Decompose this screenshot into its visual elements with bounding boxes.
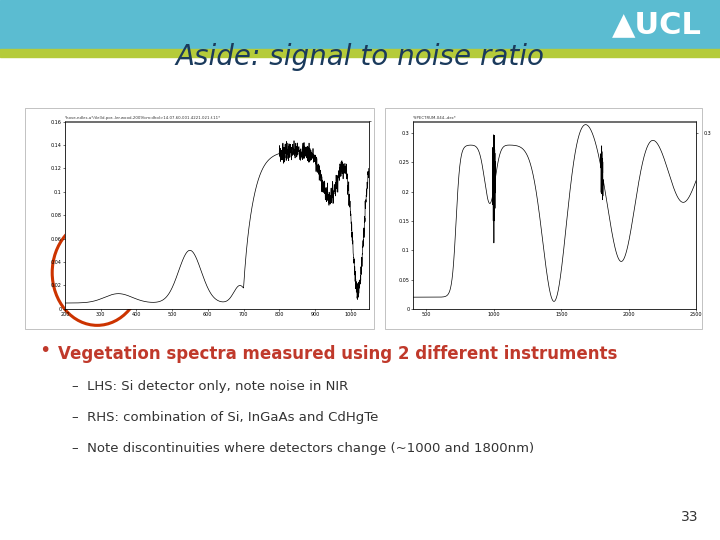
Text: Vegetation spectra measured using 2 different instruments: Vegetation spectra measured using 2 diff… bbox=[58, 345, 617, 363]
FancyBboxPatch shape bbox=[385, 108, 702, 329]
Text: •: • bbox=[40, 341, 51, 361]
Bar bbox=[0, 49, 720, 57]
Text: *SPECTRUM-044-,dec*: *SPECTRUM-044-,dec* bbox=[413, 117, 456, 120]
Text: –  Note discontinuities where detectors change (~1000 and 1800nm): – Note discontinuities where detectors c… bbox=[72, 442, 534, 455]
Text: *hove-ndles-a*/tle3d.por--ler.wood-2009/cm:dhol>14.07.60-001.4221.021.f.11*: *hove-ndles-a*/tle3d.por--ler.wood-2009/… bbox=[65, 117, 221, 120]
Text: ▲UCL: ▲UCL bbox=[612, 10, 702, 39]
Bar bbox=[0, 0, 720, 49]
Text: 33: 33 bbox=[681, 510, 698, 524]
Text: –  RHS: combination of Si, InGaAs and CdHgTe: – RHS: combination of Si, InGaAs and CdH… bbox=[72, 411, 379, 424]
Text: Lower SNR: Lower SNR bbox=[112, 165, 172, 175]
Text: –  LHS: Si detector only, note noise in NIR: – LHS: Si detector only, note noise in N… bbox=[72, 380, 348, 393]
Text: Aside: signal to noise ratio: Aside: signal to noise ratio bbox=[176, 43, 544, 71]
FancyBboxPatch shape bbox=[25, 108, 374, 329]
